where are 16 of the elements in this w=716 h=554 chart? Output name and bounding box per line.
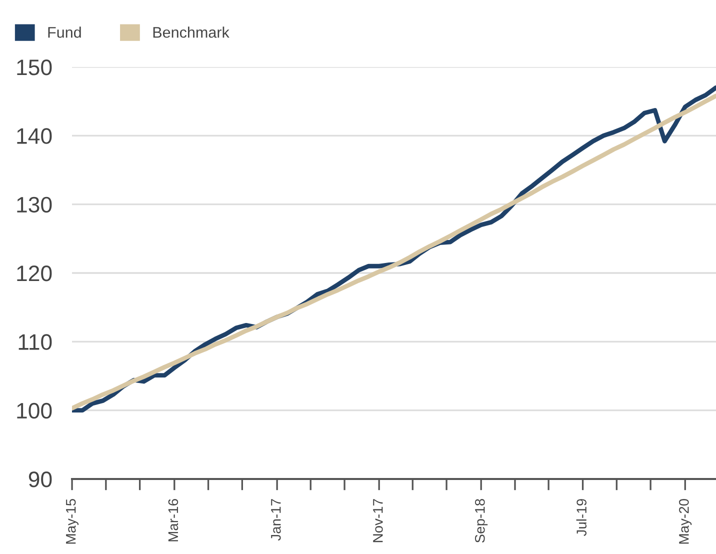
x-tick-label: Mar-16 [168, 499, 178, 542]
y-tick-label: 100 [17, 402, 52, 419]
y-tick-label: 120 [17, 266, 52, 282]
x-tick-label: Sep-18 [474, 499, 488, 543]
y-tick-label: 90 [28, 472, 52, 488]
y-tick-label: 150 [17, 60, 52, 76]
x-tick-label: May-15 [66, 499, 79, 544]
y-tick-label: 140 [17, 128, 52, 144]
x-tick-label: Jul-19 [576, 499, 587, 536]
legend-label: Fund [48, 26, 81, 38]
y-tick-label: 130 [17, 196, 52, 213]
x-tick-label: Jan-17 [271, 499, 281, 541]
x-tick-label: Nov-17 [373, 499, 383, 542]
legend-label: Benchmark [153, 26, 230, 38]
x-tick-label: May-20 [679, 498, 692, 544]
y-tick-label: 110 [18, 334, 52, 350]
